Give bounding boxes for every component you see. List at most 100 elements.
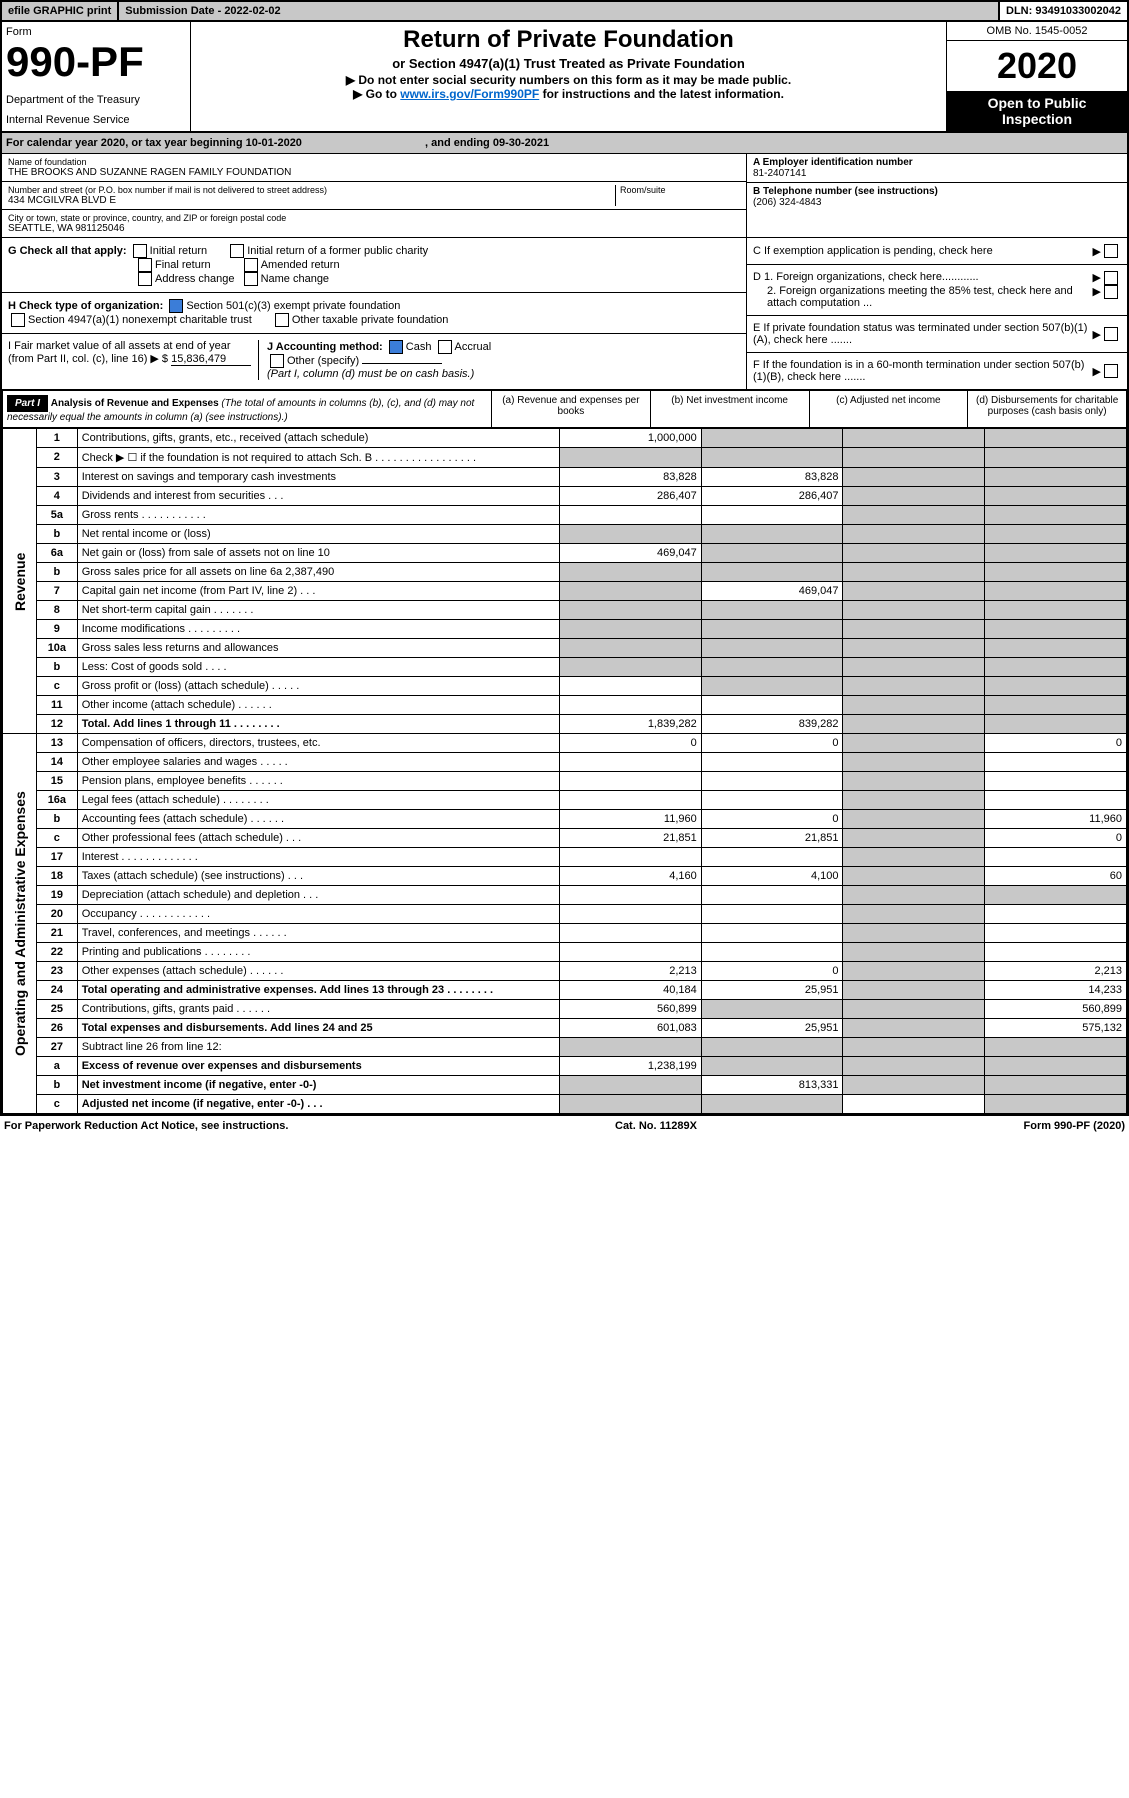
line-number: c [37, 1095, 78, 1114]
checkbox-exemption-pending[interactable] [1104, 244, 1118, 258]
instruction-2: ▶ Go to www.irs.gov/Form990PF for instru… [195, 87, 942, 101]
checkbox-other-taxable[interactable] [275, 313, 289, 327]
line-label: Gross rents . . . . . . . . . . . [77, 506, 559, 525]
checkbox-foreign-org[interactable] [1104, 271, 1118, 285]
line-label: Taxes (attach schedule) (see instruction… [77, 867, 559, 886]
line-label: Total operating and administrative expen… [77, 981, 559, 1000]
calendar-year-row: For calendar year 2020, or tax year begi… [2, 133, 1127, 154]
line-number: b [37, 658, 78, 677]
value-col-d: 0 [985, 829, 1127, 848]
checkbox-other-method[interactable] [270, 354, 284, 368]
part1-label: Part I [7, 395, 48, 412]
form-ref: Form 990-PF (2020) [1024, 1120, 1125, 1132]
value-col-b [701, 696, 843, 715]
value-col-c [843, 658, 985, 677]
value-col-c [843, 696, 985, 715]
value-col-c [843, 772, 985, 791]
name-label: Name of foundation [8, 157, 740, 167]
omb-number: OMB No. 1545-0052 [947, 22, 1127, 41]
table-row: cAdjusted net income (if negative, enter… [3, 1095, 1127, 1114]
value-col-b: 25,951 [701, 981, 843, 1000]
value-col-a: 0 [560, 734, 702, 753]
value-col-a [560, 753, 702, 772]
value-col-b [701, 658, 843, 677]
line-number: 3 [37, 468, 78, 487]
value-col-b: 286,407 [701, 487, 843, 506]
value-col-d [985, 620, 1127, 639]
line-label: Adjusted net income (if negative, enter … [77, 1095, 559, 1114]
checkbox-initial-former[interactable] [230, 244, 244, 258]
paperwork-notice: For Paperwork Reduction Act Notice, see … [4, 1120, 288, 1132]
value-col-c [843, 544, 985, 563]
table-row: 27Subtract line 26 from line 12: [3, 1038, 1127, 1057]
value-col-b [701, 620, 843, 639]
checkbox-terminated[interactable] [1104, 327, 1118, 341]
checkbox-final-return[interactable] [138, 258, 152, 272]
value-col-c [843, 810, 985, 829]
phone-label: B Telephone number (see instructions) [753, 186, 1121, 197]
value-col-a: 601,083 [560, 1019, 702, 1038]
ein: 81-2407141 [753, 168, 1121, 179]
table-row: 22Printing and publications . . . . . . … [3, 943, 1127, 962]
table-row: 3Interest on savings and temporary cash … [3, 468, 1127, 487]
form-link[interactable]: www.irs.gov/Form990PF [400, 87, 539, 101]
value-col-a: 40,184 [560, 981, 702, 1000]
checkbox-amended[interactable] [244, 258, 258, 272]
ein-label: A Employer identification number [753, 157, 1121, 168]
part1-title: Analysis of Revenue and Expenses [51, 398, 219, 409]
table-row: 2Check ▶ ☐ if the foundation is not requ… [3, 448, 1127, 468]
line-number: 20 [37, 905, 78, 924]
fair-market-value: 15,836,479 [171, 353, 251, 366]
value-col-a: 1,000,000 [560, 429, 702, 448]
foundation-info: Name of foundation THE BROOKS AND SUZANN… [2, 154, 1127, 238]
room-label: Room/suite [620, 185, 740, 195]
value-col-b [701, 753, 843, 772]
value-col-c [843, 620, 985, 639]
value-col-b [701, 905, 843, 924]
table-row: 21Travel, conferences, and meetings . . … [3, 924, 1127, 943]
table-row: 18Taxes (attach schedule) (see instructi… [3, 867, 1127, 886]
value-col-a [560, 848, 702, 867]
value-col-d [985, 429, 1127, 448]
value-col-b: 0 [701, 962, 843, 981]
checkbox-name-change[interactable] [244, 272, 258, 286]
e-label: E If private foundation status was termi… [753, 322, 1093, 346]
line-label: Capital gain net income (from Part IV, l… [77, 582, 559, 601]
checkbox-address-change[interactable] [138, 272, 152, 286]
checkbox-501c3[interactable] [169, 299, 183, 313]
checkbox-85pct[interactable] [1104, 285, 1118, 299]
expenses-side-label: Operating and Administrative Expenses [3, 734, 37, 1114]
value-col-c [843, 905, 985, 924]
value-col-b [701, 601, 843, 620]
table-row: 26Total expenses and disbursements. Add … [3, 1019, 1127, 1038]
line-label: Total expenses and disbursements. Add li… [77, 1019, 559, 1038]
value-col-a [560, 905, 702, 924]
checkbox-60month[interactable] [1104, 364, 1118, 378]
table-row: 8Net short-term capital gain . . . . . .… [3, 601, 1127, 620]
value-col-c [843, 468, 985, 487]
checkbox-initial-return[interactable] [133, 244, 147, 258]
value-col-b: 813,331 [701, 1076, 843, 1095]
value-col-b [701, 563, 843, 582]
value-col-a [560, 448, 702, 468]
line-number: 19 [37, 886, 78, 905]
value-col-d [985, 506, 1127, 525]
value-col-a: 4,160 [560, 867, 702, 886]
table-row: 25Contributions, gifts, grants paid . . … [3, 1000, 1127, 1019]
value-col-b [701, 848, 843, 867]
value-col-d: 0 [985, 734, 1127, 753]
value-col-a: 2,213 [560, 962, 702, 981]
value-col-d [985, 677, 1127, 696]
line-label: Net short-term capital gain . . . . . . … [77, 601, 559, 620]
checkbox-4947[interactable] [11, 313, 25, 327]
value-col-b [701, 1038, 843, 1057]
value-col-d [985, 1038, 1127, 1057]
line-label: Total. Add lines 1 through 11 . . . . . … [77, 715, 559, 734]
checkbox-cash[interactable] [389, 340, 403, 354]
line-number: 26 [37, 1019, 78, 1038]
value-col-a [560, 924, 702, 943]
checkbox-accrual[interactable] [438, 340, 452, 354]
value-col-d [985, 639, 1127, 658]
table-row: Operating and Administrative Expenses13C… [3, 734, 1127, 753]
dept-irs: Internal Revenue Service [6, 114, 186, 126]
